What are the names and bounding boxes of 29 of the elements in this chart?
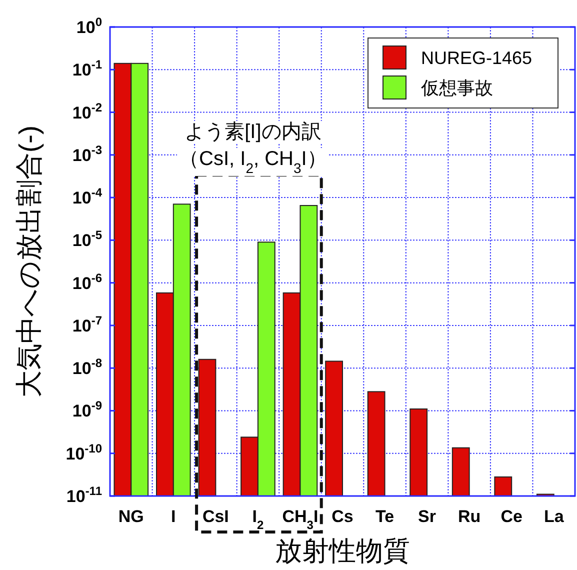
y-tick-label: 10$^{-5}$ bbox=[72, 228, 102, 250]
annotation: （CsI, I$_{2}$, CH$_{3}$I） bbox=[179, 148, 327, 176]
y-tick-label: 10$^{-11}$ bbox=[66, 484, 102, 506]
y-tick-label: 10$^{-8}$ bbox=[72, 356, 102, 378]
x-tick-label: La bbox=[544, 507, 564, 526]
y-tick-label: 10$^{-7}$ bbox=[72, 313, 102, 336]
legend-label: NUREG-1465 bbox=[421, 48, 532, 68]
y-tick-label: 10$^{-3}$ bbox=[72, 142, 102, 165]
x-tick-label: I$_{2}$ bbox=[252, 507, 264, 532]
x-tick-label: Ru bbox=[458, 507, 481, 526]
x-tick-label: CH$_{3}$I bbox=[282, 507, 318, 532]
y-tick-label: 10$^{-4}$ bbox=[72, 186, 102, 208]
x-axis-title: 放射性物質 bbox=[275, 536, 410, 566]
y-tick-label: 10$^{-9}$ bbox=[72, 398, 102, 421]
x-tick-label: Ce bbox=[500, 507, 522, 526]
x-tick-label: Cs bbox=[332, 507, 354, 526]
x-tick-label: Sr bbox=[418, 507, 436, 526]
y-tick-label: 10$^{0}$ bbox=[76, 15, 102, 37]
y-tick-label: 10$^{-6}$ bbox=[72, 270, 102, 293]
x-tick-label: NG bbox=[118, 507, 144, 526]
annotation: よう素[I]の内訳 bbox=[184, 121, 322, 143]
x-tick-label: Te bbox=[375, 507, 394, 526]
y-tick-label: 10$^{-1}$ bbox=[72, 58, 102, 80]
y-tick-label: 10$^{-2}$ bbox=[72, 100, 102, 122]
legend-label: 仮想事故 bbox=[420, 78, 493, 98]
y-tick-label: 10$^{-10}$ bbox=[66, 441, 102, 464]
y-axis-title: 大気中への放出割合(-) bbox=[14, 126, 44, 398]
x-tick-label: CsI bbox=[202, 507, 229, 526]
x-tick-label: I bbox=[171, 507, 176, 526]
